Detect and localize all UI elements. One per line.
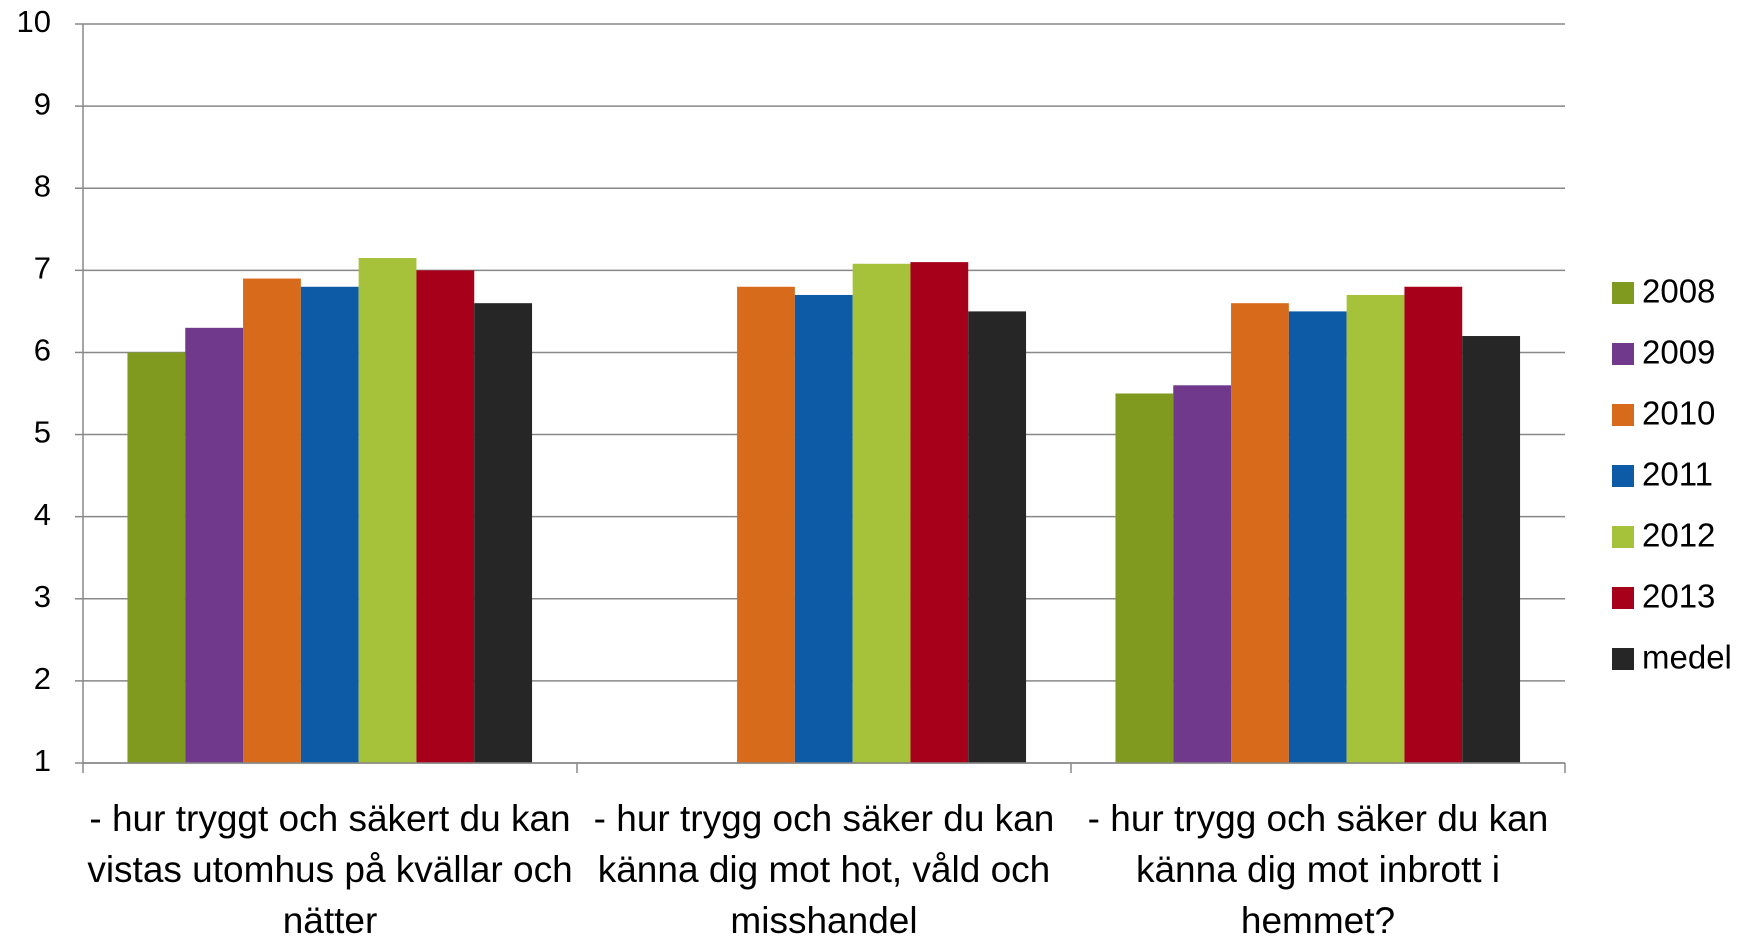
y-tick-label: 8 xyxy=(34,168,51,203)
bar xyxy=(474,303,532,763)
legend-label: 2013 xyxy=(1642,578,1715,615)
chart-page: 1 2 3 4 5 6 7 8 9 10 2008 2009 2010 2011 2012 2013 medel… xyxy=(0,0,1738,938)
bar xyxy=(1347,295,1405,763)
bar xyxy=(910,262,968,763)
bar xyxy=(737,287,795,763)
bar xyxy=(1404,287,1462,763)
bar xyxy=(1115,394,1173,764)
bar xyxy=(243,279,301,763)
y-tick-label: 9 xyxy=(34,86,51,121)
legend-swatch xyxy=(1612,282,1634,304)
y-tick-label: 2 xyxy=(34,661,51,696)
y-tick-label: 7 xyxy=(34,251,51,286)
x-tick-label: - hur tryggt och säkert du kan vistas ut… xyxy=(85,793,575,946)
legend-label: 2010 xyxy=(1642,395,1715,432)
bar xyxy=(853,264,911,763)
bar xyxy=(1231,303,1289,763)
legend-swatch xyxy=(1612,526,1634,548)
y-tick-label: 4 xyxy=(34,497,51,532)
bar xyxy=(1462,336,1520,763)
legend-swatch xyxy=(1612,465,1634,487)
bar xyxy=(1173,385,1231,763)
x-tick-label: - hur trygg och säker du kan känna dig m… xyxy=(1073,793,1563,946)
legend-label: 2009 xyxy=(1642,334,1715,371)
bar xyxy=(1289,311,1347,763)
legend-swatch xyxy=(1612,404,1634,426)
bar xyxy=(416,270,474,763)
legend-label: 2011 xyxy=(1642,456,1713,493)
legend-label: 2012 xyxy=(1642,517,1715,554)
bar xyxy=(301,287,359,763)
legend-swatch xyxy=(1612,648,1634,670)
legend-label: 2008 xyxy=(1642,273,1715,310)
y-tick-label: 10 xyxy=(17,4,51,39)
y-tick-label: 6 xyxy=(34,333,51,368)
bar xyxy=(127,352,185,763)
legend-swatch xyxy=(1612,343,1634,365)
y-tick-label: 1 xyxy=(34,743,51,778)
bar xyxy=(795,295,853,763)
legend-swatch xyxy=(1612,587,1634,609)
legend-label: medel xyxy=(1642,639,1732,676)
bar xyxy=(968,311,1026,763)
x-tick-label: - hur trygg och säker du kan känna dig m… xyxy=(579,793,1069,946)
y-tick-label: 5 xyxy=(34,415,51,450)
bar xyxy=(185,328,243,763)
y-tick-label: 3 xyxy=(34,579,51,614)
bar xyxy=(359,258,417,763)
